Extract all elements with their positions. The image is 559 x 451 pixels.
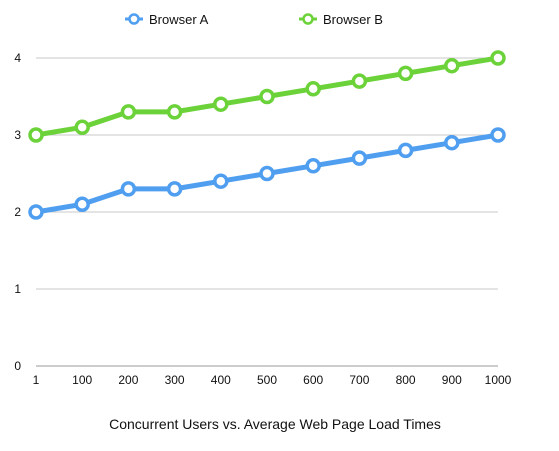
x-tick-label: 400 <box>211 373 231 387</box>
y-tick-label: 0 <box>14 359 21 373</box>
data-point <box>490 50 506 66</box>
data-point <box>397 142 414 159</box>
legend-item: Browser A <box>125 12 209 27</box>
x-axis: 1 100 200 300 400 500 600 700 800 900 1000 <box>33 373 512 387</box>
data-point <box>213 96 229 112</box>
series-lines <box>28 50 506 220</box>
y-tick-label: 1 <box>14 282 21 296</box>
data-point <box>305 81 321 97</box>
data-point <box>351 150 368 166</box>
data-point <box>259 165 275 182</box>
y-tick-label: 3 <box>14 128 21 142</box>
x-tick-label: 100 <box>72 373 92 387</box>
series-b <box>28 50 506 143</box>
x-tick-label: 1000 <box>485 373 512 387</box>
legend: Browser A Browser B <box>125 12 383 27</box>
data-point <box>74 196 90 213</box>
y-tick-label: 4 <box>14 51 21 65</box>
y-axis: 0 1 2 3 4 <box>14 51 21 373</box>
x-tick-label: 300 <box>165 373 185 387</box>
legend-item: Browser B <box>299 12 383 27</box>
data-point <box>490 127 506 143</box>
legend-label: Browser B <box>323 12 383 27</box>
data-point <box>213 173 229 189</box>
data-point <box>444 134 460 151</box>
data-point <box>166 181 183 197</box>
x-tick-label: 1 <box>33 373 40 387</box>
data-point <box>74 119 90 136</box>
data-point <box>28 204 44 220</box>
data-point <box>305 158 321 174</box>
data-point <box>397 65 414 82</box>
x-tick-label: 700 <box>349 373 369 387</box>
x-tick-label: 800 <box>396 373 416 387</box>
x-tick-label: 900 <box>442 373 462 387</box>
x-tick-label: 200 <box>118 373 138 387</box>
legend-label: Browser A <box>149 12 209 27</box>
x-tick-label: 600 <box>303 373 323 387</box>
data-point <box>120 181 137 197</box>
legend-marker-icon <box>128 13 140 25</box>
y-tick-label: 2 <box>14 205 21 219</box>
series-a <box>28 127 506 220</box>
data-point <box>166 104 183 120</box>
data-point <box>120 104 137 120</box>
chart-title: Concurrent Users vs. Average Web Page Lo… <box>109 416 441 432</box>
x-tick-label: 500 <box>257 373 277 387</box>
data-point <box>351 73 368 89</box>
data-point <box>444 57 460 74</box>
data-point <box>28 127 44 143</box>
legend-marker-icon <box>302 13 314 25</box>
data-point <box>259 88 275 105</box>
gridlines <box>36 57 498 367</box>
